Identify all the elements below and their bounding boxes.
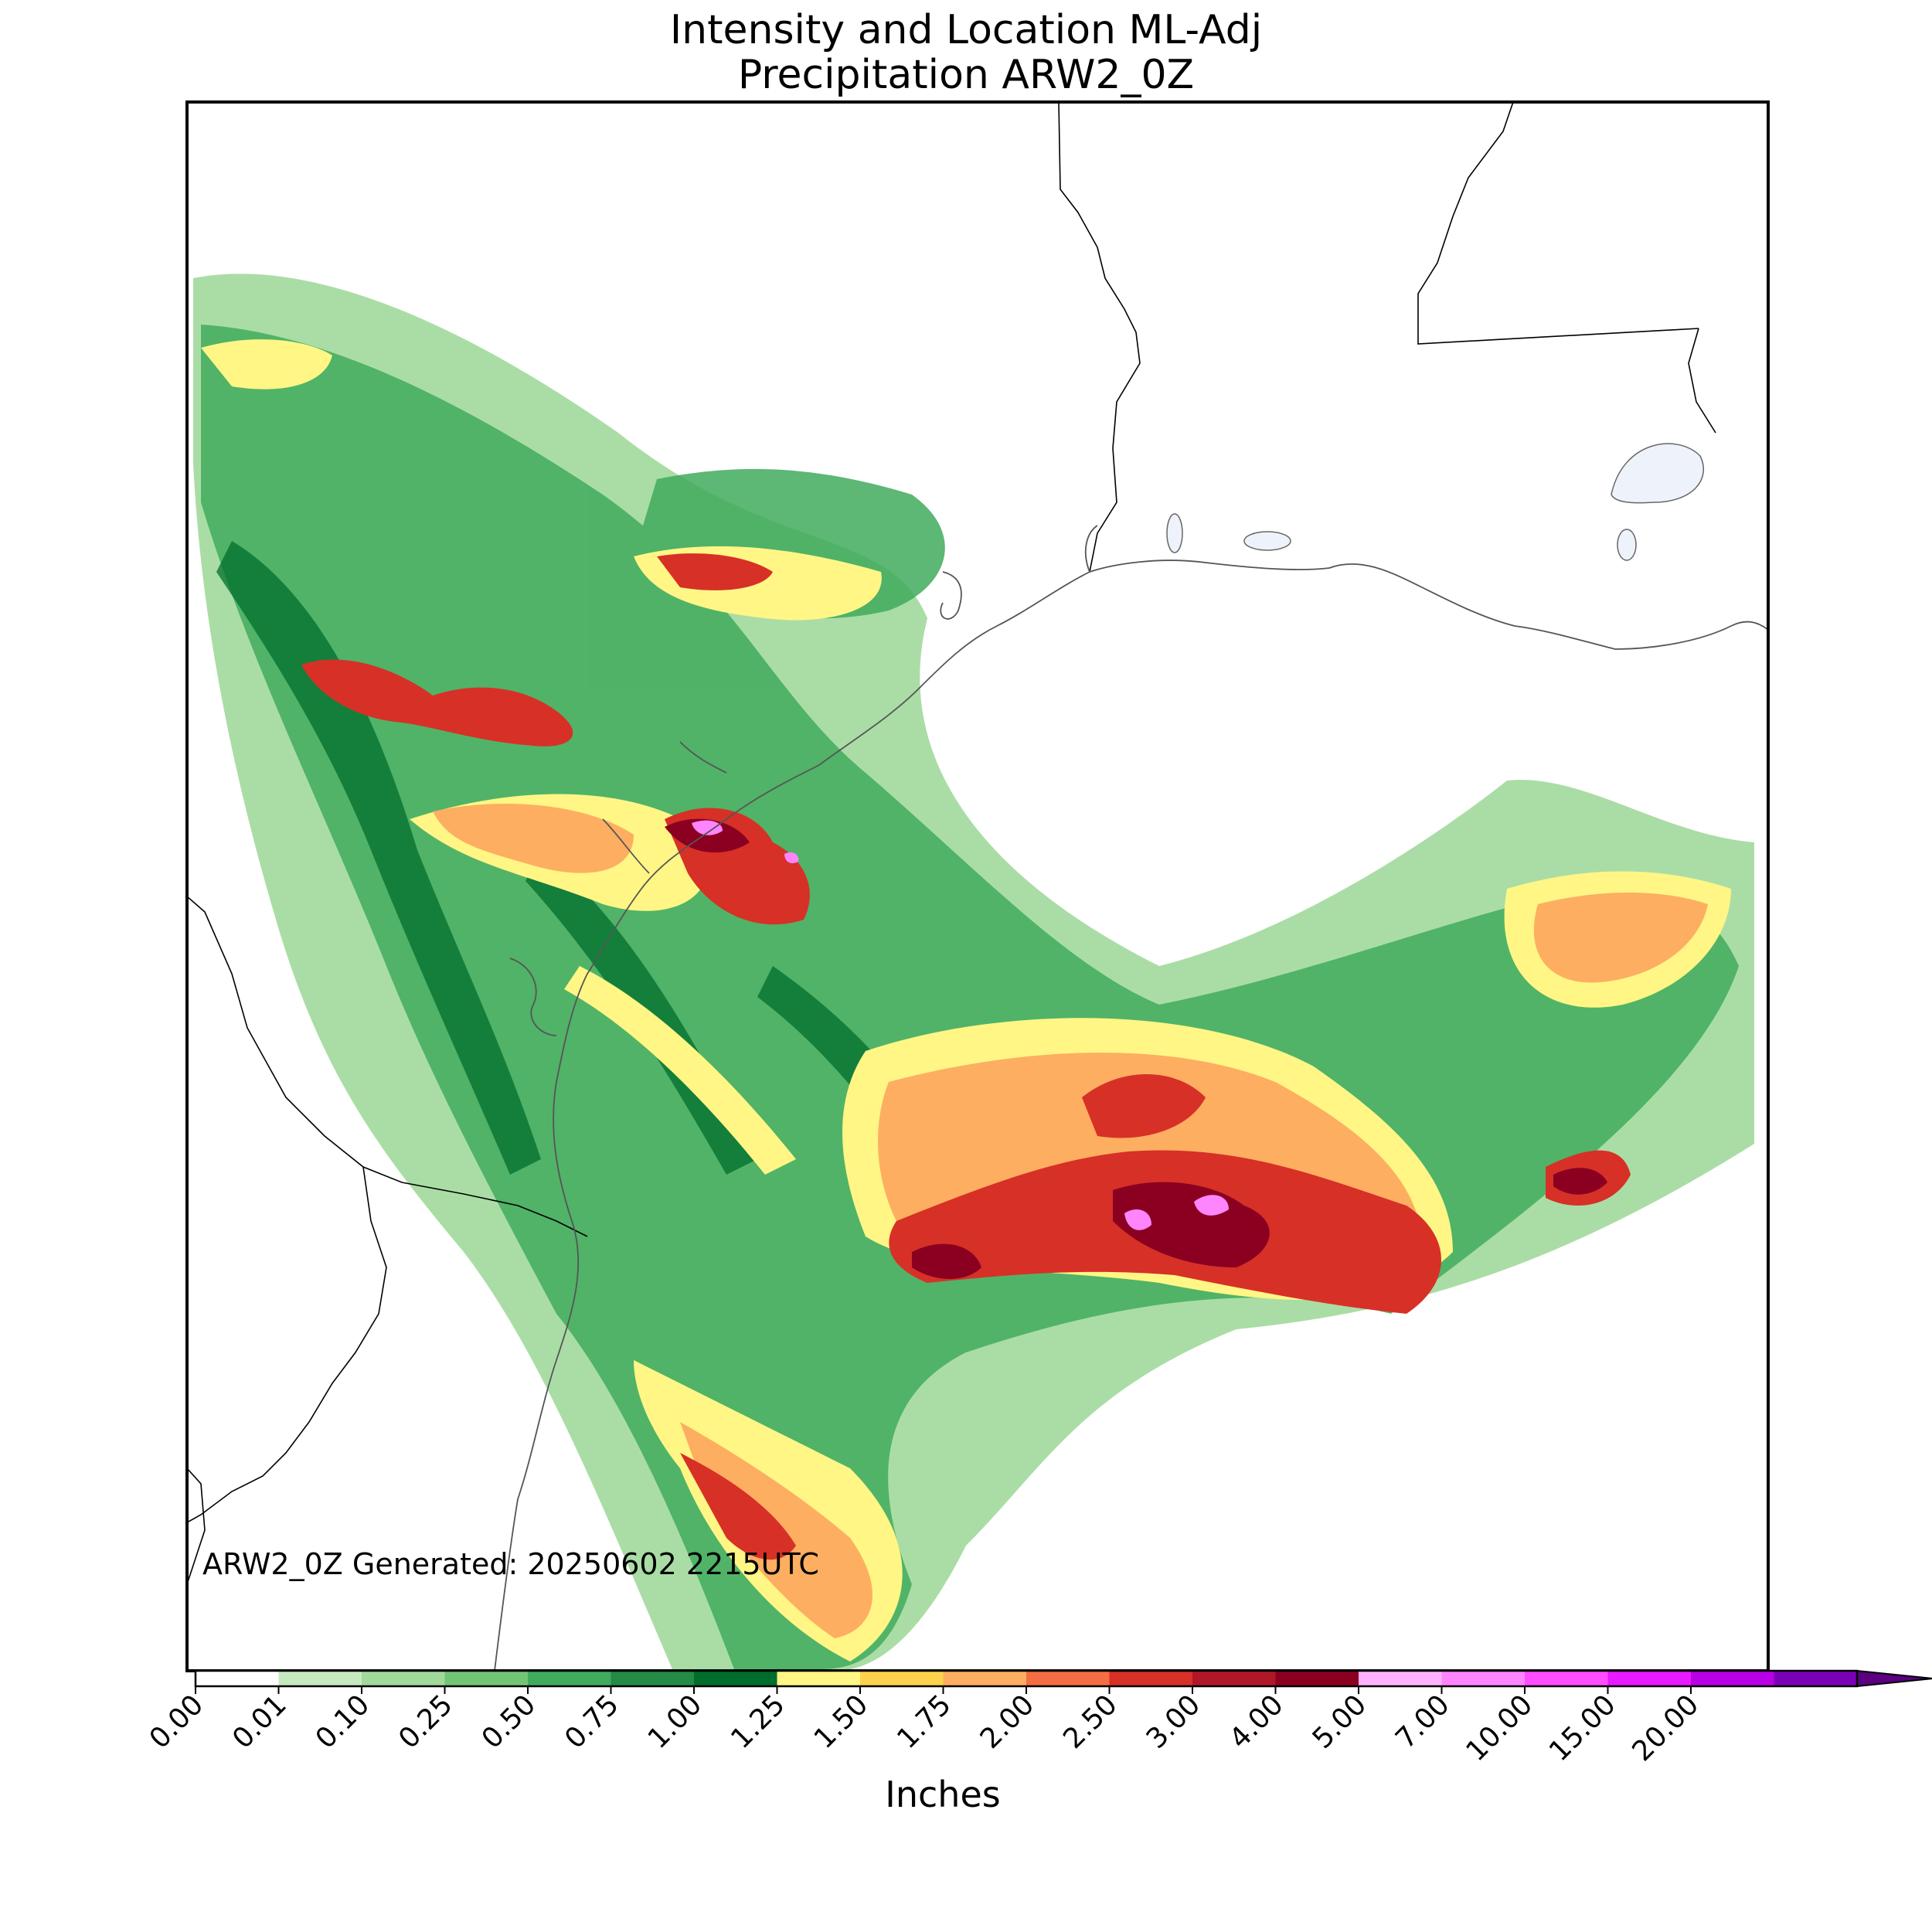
colorbar-tick-label: 1.75 [891, 1689, 957, 1755]
state-borders [187, 102, 1716, 1585]
tx-la-border [1058, 102, 1141, 573]
colorbar-tick-label: 0.75 [559, 1689, 625, 1755]
colorbar-tick-label: 7.00 [1389, 1689, 1456, 1755]
generation-stamp: ARW2_0Z Generated: 20250602 2215UTC [202, 1547, 819, 1581]
colorbar-swatch [1275, 1671, 1359, 1686]
colorbar-tick-label: 1.00 [642, 1689, 709, 1755]
colorbar-swatches [194, 1669, 1932, 1688]
colorbar-swatch [943, 1671, 1027, 1686]
water-bodies [1166, 443, 1704, 561]
colorbar-extend-arrow [1856, 1669, 1932, 1688]
colorbar-tick-label: 1.25 [725, 1689, 791, 1755]
colorbar-swatch [1109, 1671, 1193, 1686]
colorbar-swatch [694, 1671, 777, 1686]
colorbar-swatch [1192, 1671, 1276, 1686]
colorbar-swatch [611, 1671, 695, 1686]
map-title-line1: Intensity and Location ML-Adj [669, 7, 1263, 53]
map-canvas [187, 102, 1768, 1671]
colorbar-tick-label: 0.00 [144, 1689, 210, 1755]
colorbar-swatch [1774, 1671, 1858, 1686]
colorbar-ticks: 0.00 0.01 0.10 0.25 0.50 0.75 1.00 1.25 1.50 1.75… [144, 1686, 1705, 1767]
colorbar-frame [194, 1669, 1859, 1688]
colorbar-swatch [528, 1671, 611, 1686]
precip-core-darkred [665, 818, 1607, 1279]
colorbar-tick-label: 15.00 [1543, 1689, 1622, 1767]
colorbar-tick-label: 2.00 [975, 1689, 1041, 1755]
coastline [494, 525, 1768, 1671]
colorbar-swatch [196, 1671, 279, 1686]
colorbar-swatch [444, 1671, 529, 1686]
lake-small [1243, 531, 1291, 551]
lake-pontchartrain [1611, 443, 1704, 504]
colorbar-tick-label: 3.00 [1141, 1689, 1207, 1755]
colorbar-swatch [1607, 1671, 1692, 1686]
colorbar-swatch [1441, 1671, 1526, 1686]
precip-core-pink [692, 820, 1229, 1230]
colorbar-swatch [1691, 1671, 1774, 1686]
colorbar-swatch [1525, 1671, 1608, 1686]
colorbar-tick-label: 10.00 [1460, 1689, 1539, 1767]
mx-state-border [187, 1166, 387, 1523]
colorbar-swatch [860, 1671, 944, 1686]
ar-la-border [1417, 102, 1699, 345]
colorbar-swatch [1026, 1671, 1110, 1686]
colorbar-swatch [1359, 1671, 1442, 1686]
colorbar-swatch [362, 1671, 445, 1686]
lake-small [1617, 529, 1637, 561]
colorbar-swatch [278, 1671, 362, 1686]
colorbar-tick-label: 0.01 [226, 1689, 293, 1755]
mx-border [187, 896, 588, 1237]
colorbar-tick-label: 4.00 [1223, 1689, 1290, 1755]
colorbar-tick-label: 0.25 [393, 1689, 459, 1755]
colorbar-label: Inches [885, 1774, 1001, 1815]
ms-la-border [1688, 328, 1716, 434]
mx-state-border [187, 1468, 206, 1585]
colorbar-tick-label: 2.50 [1057, 1689, 1124, 1755]
colorbar-tick-label: 1.50 [808, 1689, 875, 1755]
map-title-line2: Precipitation ARW2_0Z [737, 52, 1195, 98]
colorbar-tick-label: 5.00 [1307, 1689, 1373, 1755]
precipitation-field [193, 274, 1754, 1669]
colorbar-tick-label: 0.10 [310, 1689, 376, 1755]
colorbar-tick-label: 20.00 [1626, 1689, 1705, 1767]
colorbar-swatch [777, 1671, 861, 1686]
colorbar-tick-label: 0.50 [476, 1689, 543, 1755]
lake-small [1166, 513, 1183, 553]
